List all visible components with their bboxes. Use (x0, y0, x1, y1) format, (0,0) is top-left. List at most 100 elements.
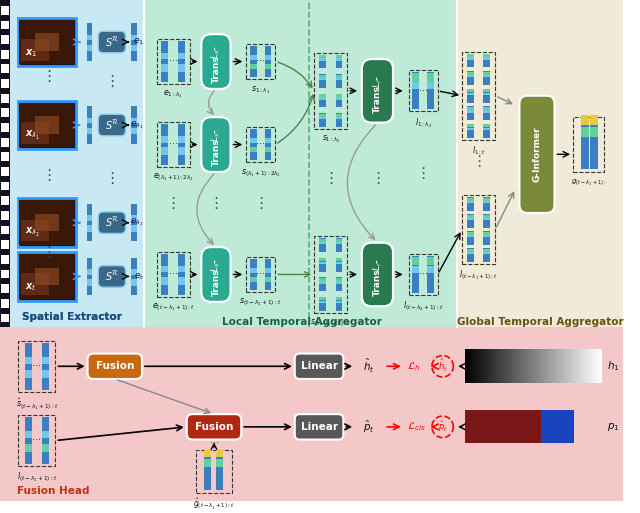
Text: $e_t$: $e_t$ (134, 271, 144, 282)
Bar (19, 200, 74, 245)
Text: $S^{\mathcal{R}}$: $S^{\mathcal{R}}$ (104, 119, 119, 131)
Bar (319, 258, 326, 261)
Text: $\hat{s}_{(t-\lambda_1+1):t}$: $\hat{s}_{(t-\lambda_1+1):t}$ (16, 397, 58, 411)
Text: $L_s$-: $L_s$- (210, 258, 222, 271)
Bar (1, 226, 9, 234)
Text: $e_{\lambda_1}$: $e_{\lambda_1}$ (131, 119, 144, 131)
Text: ···: ··· (256, 269, 265, 280)
Bar (86, 225, 92, 232)
Text: $s_{(\lambda_1+1):2\lambda_1}$: $s_{(\lambda_1+1):2\lambda_1}$ (241, 167, 281, 179)
Bar (19, 103, 74, 148)
Bar (0, 190, 10, 327)
Bar (483, 92, 490, 95)
Bar (467, 89, 474, 92)
Bar (319, 278, 326, 281)
Bar (161, 53, 168, 60)
Bar (19, 19, 74, 65)
Bar (467, 75, 474, 77)
Bar (42, 417, 49, 464)
Bar (1, 299, 9, 308)
Text: $L_r$-: $L_r$- (371, 258, 383, 271)
FancyBboxPatch shape (202, 34, 230, 89)
Bar (483, 128, 490, 130)
Text: Fusion: Fusion (95, 361, 134, 371)
Bar (131, 45, 137, 51)
Text: $\boldsymbol{x}_{\lambda_2}$: $\boldsymbol{x}_{\lambda_2}$ (26, 226, 41, 239)
Bar (196, 450, 232, 494)
Bar (335, 58, 342, 61)
Bar (483, 107, 490, 110)
Bar (483, 72, 490, 75)
Bar (42, 444, 49, 452)
Bar (467, 128, 474, 130)
Bar (319, 58, 326, 61)
Bar (335, 97, 342, 100)
Bar (335, 117, 342, 120)
Bar (131, 215, 137, 221)
Bar (246, 44, 275, 79)
Bar (86, 45, 92, 51)
Bar (483, 57, 490, 60)
Bar (483, 218, 490, 221)
Bar (335, 239, 342, 242)
Text: $l_{1:\lambda_2}$: $l_{1:\lambda_2}$ (415, 116, 432, 130)
Bar (462, 195, 495, 264)
Text: $l_{1:t}$: $l_{1:t}$ (472, 145, 485, 157)
Bar (319, 117, 326, 120)
Bar (21, 220, 49, 241)
Text: ⋮: ⋮ (104, 73, 120, 89)
Text: ⋮: ⋮ (104, 171, 120, 186)
Text: $\boldsymbol{x}_{\lambda_1}$: $\boldsymbol{x}_{\lambda_1}$ (26, 129, 41, 142)
Text: Local Temporal Aggregator: Local Temporal Aggregator (221, 318, 381, 327)
Text: ···: ··· (33, 361, 42, 371)
Bar (204, 450, 211, 457)
Bar (178, 147, 185, 155)
Bar (319, 55, 326, 68)
Bar (21, 122, 49, 144)
Text: ···: ··· (256, 56, 265, 67)
Bar (483, 248, 490, 262)
Text: $h_1$: $h_1$ (607, 360, 620, 373)
Bar (86, 128, 92, 134)
FancyBboxPatch shape (362, 243, 393, 306)
Bar (483, 54, 490, 67)
Bar (467, 92, 474, 95)
Bar (335, 258, 342, 261)
Bar (35, 116, 60, 134)
Bar (1, 152, 9, 161)
Bar (591, 127, 598, 137)
Text: Trans: Trans (211, 268, 220, 296)
Bar (412, 82, 419, 89)
Bar (467, 54, 474, 67)
Bar (335, 278, 342, 291)
Bar (264, 55, 271, 60)
Text: ⋮: ⋮ (415, 166, 431, 182)
Text: $s_{(t-\lambda_2+1):t}$: $s_{(t-\lambda_2+1):t}$ (310, 318, 351, 329)
Text: $\mathcal{L}_h$: $\mathcal{L}_h$ (406, 360, 420, 372)
Bar (483, 107, 490, 120)
Bar (467, 54, 474, 57)
Bar (1, 79, 9, 88)
Bar (319, 258, 326, 271)
FancyBboxPatch shape (99, 31, 125, 53)
Bar (335, 258, 342, 271)
Bar (250, 55, 257, 60)
Text: $\hat{p}_t$: $\hat{p}_t$ (438, 420, 447, 434)
Bar (319, 55, 326, 58)
Bar (161, 147, 168, 155)
Bar (178, 278, 185, 285)
Text: ⋮: ⋮ (166, 195, 180, 211)
Text: $e_1$: $e_1$ (133, 37, 144, 47)
Bar (157, 39, 189, 84)
Bar (0, 0, 10, 239)
Bar (467, 214, 474, 218)
Bar (131, 225, 137, 232)
Text: Linear: Linear (301, 422, 337, 432)
Text: $\mathcal{L}_{cls}$: $\mathcal{L}_{cls}$ (406, 421, 426, 433)
Bar (314, 53, 348, 129)
Text: ⋮: ⋮ (370, 171, 385, 186)
Bar (580, 120, 589, 169)
Text: $L_s$-: $L_s$- (210, 45, 222, 58)
Bar (335, 94, 342, 97)
Bar (0, 327, 623, 501)
